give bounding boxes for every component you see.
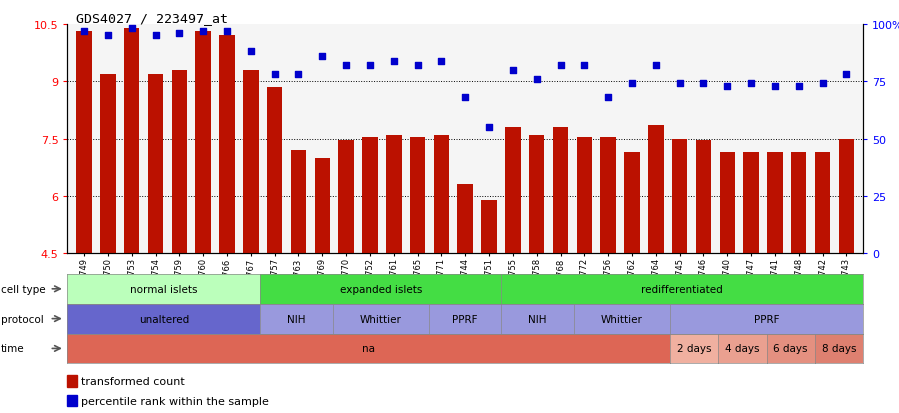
Text: Whittier: Whittier [360,314,402,324]
Bar [814,152,831,254]
Point [458,95,473,101]
Point [363,63,378,69]
Text: na: na [362,344,375,354]
Bar [601,137,616,254]
Bar [791,152,806,254]
Bar [315,158,330,254]
Bar [481,200,497,254]
Bar [719,152,735,254]
Bar [458,185,473,254]
Bar [195,32,211,254]
Text: percentile rank within the sample: percentile rank within the sample [81,396,269,406]
Bar [624,152,640,254]
Point [268,72,282,78]
Text: redifferentiated: redifferentiated [641,284,723,294]
Text: protocol: protocol [1,314,44,324]
Bar [576,137,592,254]
Point [743,81,758,88]
Point [791,83,806,90]
Text: transformed count: transformed count [81,376,185,386]
Point [768,83,782,90]
Bar [124,28,139,254]
Point [196,28,210,35]
Text: PPRF: PPRF [452,314,478,324]
Text: Whittier: Whittier [601,314,643,324]
Bar [767,152,783,254]
Text: 2 days: 2 days [677,344,711,354]
Bar [243,71,259,254]
Point [672,81,687,88]
Text: 6 days: 6 days [773,344,808,354]
Bar [362,137,378,254]
Bar [839,139,854,254]
Text: PPRF: PPRF [754,314,779,324]
Bar [410,137,425,254]
Bar [67,395,77,406]
Point [411,63,425,69]
Bar [553,128,568,254]
Text: NIH: NIH [529,314,547,324]
Point [291,72,306,78]
Point [505,67,520,74]
Bar [696,141,711,254]
Text: 4 days: 4 days [725,344,760,354]
Text: NIH: NIH [287,314,306,324]
Bar [338,141,354,254]
Bar [219,36,235,254]
Text: unaltered: unaltered [138,314,189,324]
Bar [67,375,77,387]
Bar [672,139,688,254]
Text: time: time [1,344,24,354]
Point [434,58,449,65]
Point [339,63,353,69]
Point [125,26,139,33]
Point [577,63,592,69]
Point [815,81,830,88]
Point [387,58,401,65]
Point [244,49,258,55]
Point [77,28,92,35]
Bar [433,135,450,254]
Bar [290,151,307,254]
Bar [267,88,282,254]
Text: GDS4027 / 223497_at: GDS4027 / 223497_at [76,12,228,25]
Point [220,28,235,35]
Point [553,63,567,69]
Bar [172,71,187,254]
Bar [386,135,402,254]
Point [316,54,330,60]
Bar [147,74,164,254]
Point [148,33,163,40]
Point [839,72,853,78]
Text: cell type: cell type [1,284,46,294]
Point [530,76,544,83]
Bar [529,135,545,254]
Bar [648,126,663,254]
Text: normal islets: normal islets [130,284,198,294]
Bar [76,32,92,254]
Point [648,63,663,69]
Point [101,33,115,40]
Point [625,81,639,88]
Bar [100,74,116,254]
Text: 8 days: 8 days [822,344,856,354]
Point [482,124,496,131]
Point [601,95,615,101]
Text: expanded islets: expanded islets [340,284,422,294]
Point [696,81,710,88]
Point [173,31,187,37]
Point [720,83,734,90]
Bar [743,152,759,254]
Bar [505,128,521,254]
